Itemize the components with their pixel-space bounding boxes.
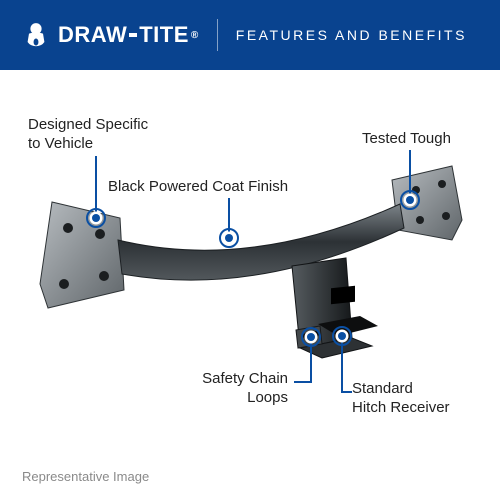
callout-label: Designed Specificto Vehicle — [28, 116, 148, 154]
header-divider — [217, 19, 218, 51]
left-bracket — [40, 202, 124, 308]
footer-note: Representative Image — [22, 469, 149, 484]
cross-bar — [118, 204, 404, 280]
callout-label: StandardHitch Receiver — [352, 380, 450, 418]
callout-dot-icon — [401, 191, 419, 209]
callout-label: Tested Tough — [362, 130, 451, 149]
callout-dot-icon — [220, 229, 238, 247]
header: DRAWTITE® FEATURES AND BENEFITS — [0, 0, 500, 70]
header-subtitle: FEATURES AND BENEFITS — [236, 27, 467, 43]
brand-logo: DRAWTITE® — [22, 21, 199, 49]
callout-label: Black Powered Coat Finish — [108, 178, 288, 197]
callout-dot-icon — [333, 327, 351, 345]
callout-dot-icon — [302, 328, 320, 346]
logo-text: DRAWTITE® — [58, 22, 199, 48]
callout-label: Safety ChainLoops — [196, 370, 288, 408]
callout-dot-icon — [87, 209, 105, 227]
hitch-ball-icon — [22, 21, 50, 49]
